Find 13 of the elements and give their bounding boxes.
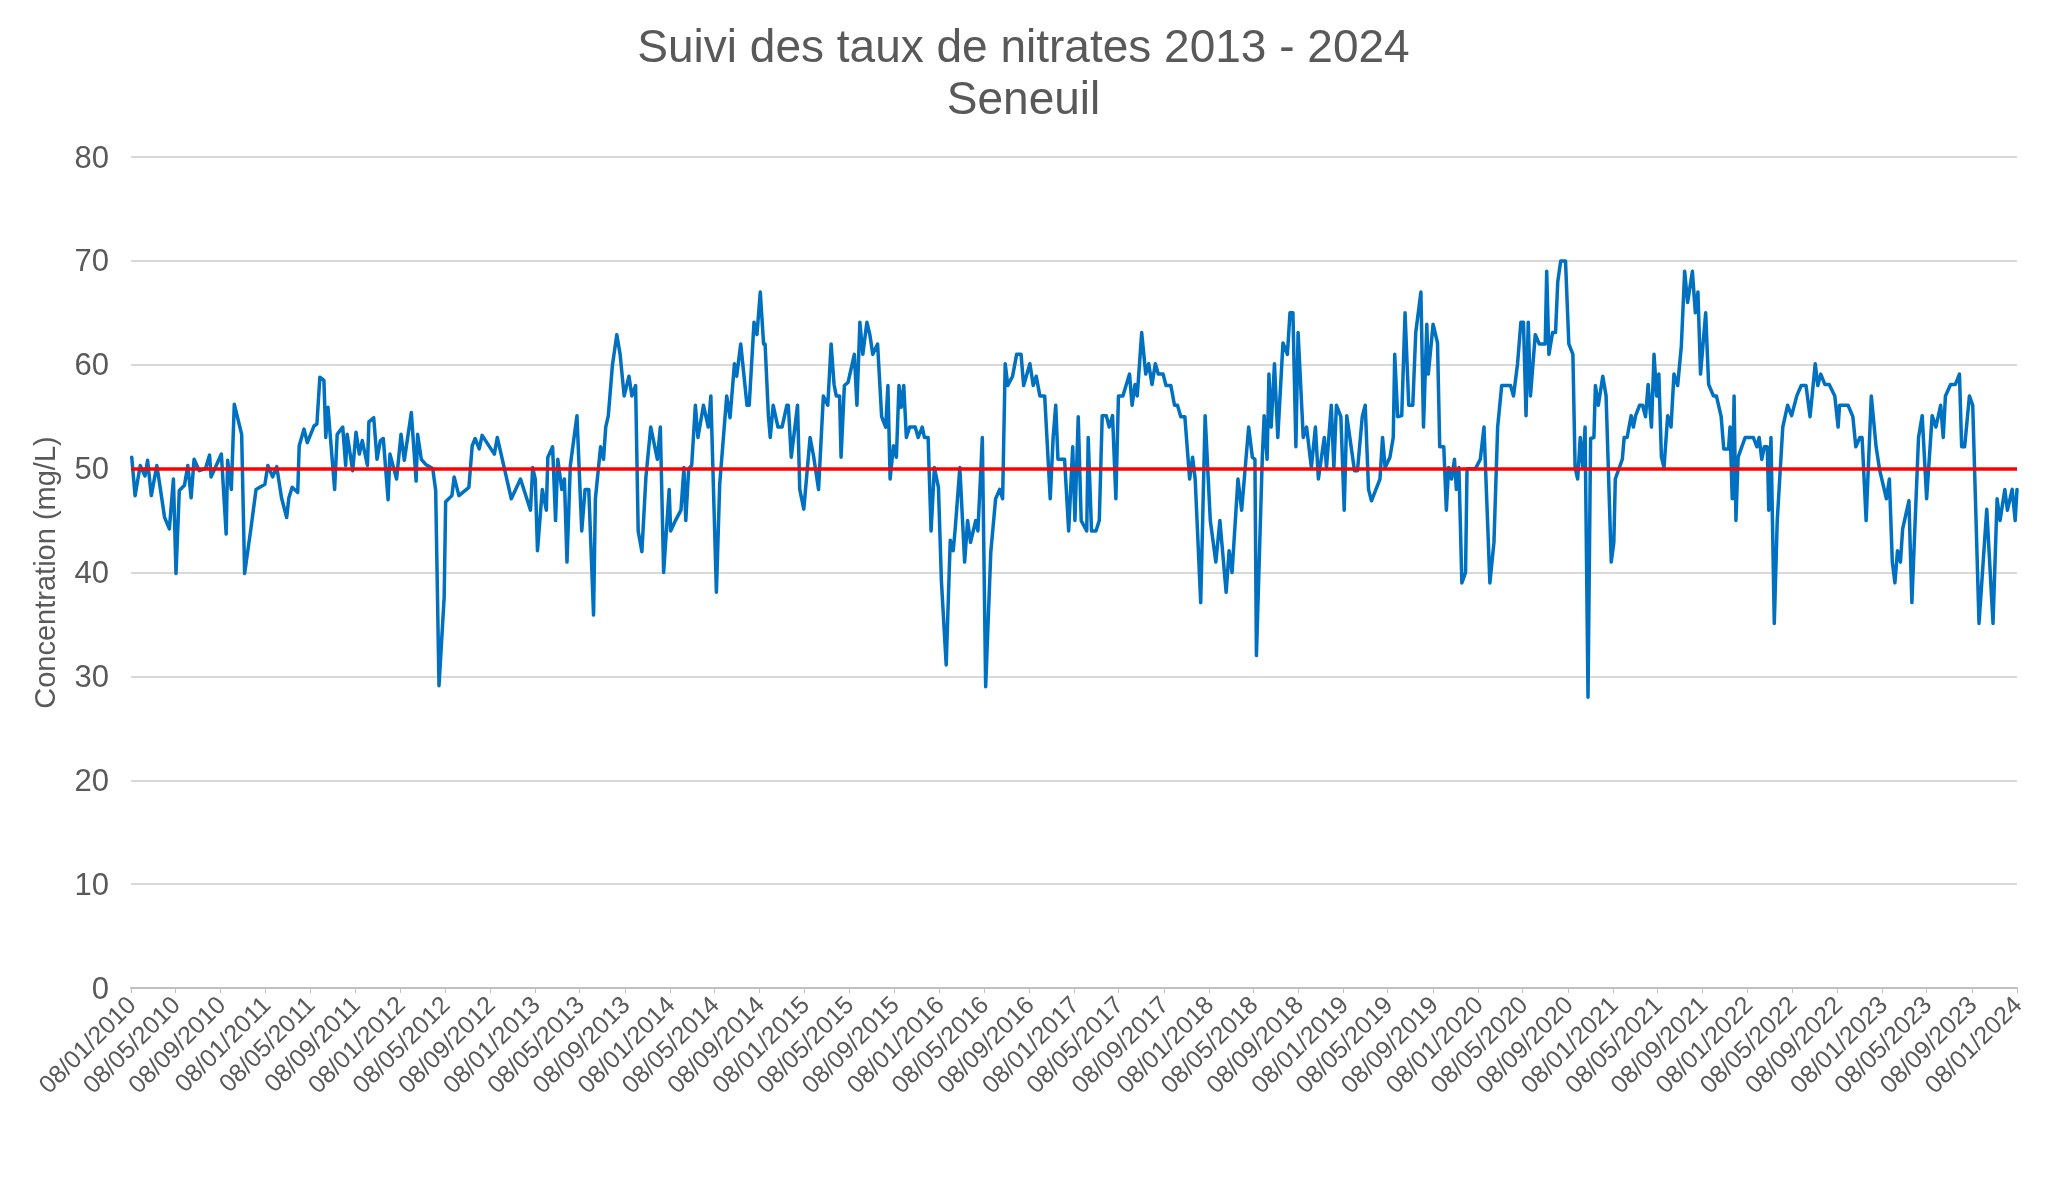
line-series — [129, 259, 2019, 699]
y-tick-label: 0 — [91, 970, 109, 1006]
y-axis-title: Concentration (mg/L) — [28, 436, 61, 709]
y-tick-label: 50 — [74, 451, 109, 487]
y-tick-label: 30 — [74, 658, 109, 694]
y-tick-label: 60 — [74, 347, 109, 383]
chart-title: Suivi des taux de nitrates 2013 - 2024 — [637, 20, 1410, 72]
y-tick-label: 40 — [74, 555, 109, 590]
chart-subtitle: Seneuil — [946, 72, 1101, 124]
y-tick-label: 70 — [74, 243, 109, 279]
y-tick-label: 10 — [74, 866, 109, 902]
y-tick-label: 80 — [74, 139, 109, 175]
y-tick-label: 20 — [74, 762, 109, 798]
